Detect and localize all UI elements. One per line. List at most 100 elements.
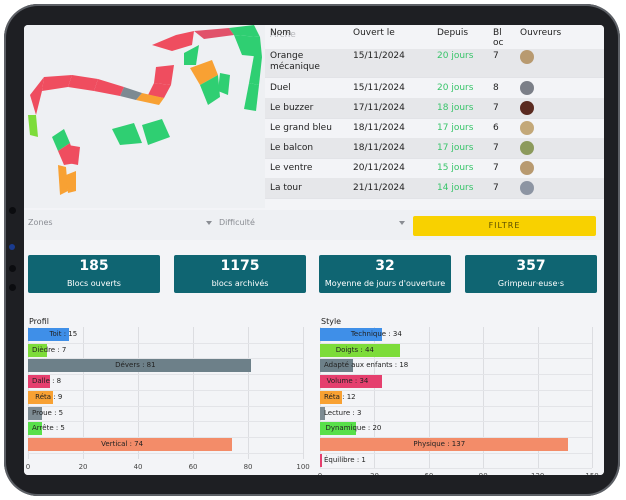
x-tick-label: 0 — [318, 472, 322, 475]
grid-line — [83, 327, 84, 459]
table-row[interactable]: Duel 15/11/2024 20 jours 8 — [265, 78, 604, 99]
bar-label: Volume : 34 — [326, 377, 369, 386]
bar-label: Équilibre : 1 — [324, 455, 366, 464]
header-ouvert-le[interactable]: Ouvert le — [353, 28, 395, 38]
row-since: 17 jours — [437, 123, 474, 133]
row-line — [28, 358, 303, 360]
x-tick-label: 60 — [424, 472, 433, 475]
bar[interactable] — [320, 390, 342, 404]
row-line — [28, 436, 303, 438]
row-date: 21/11/2024 — [353, 183, 405, 193]
avatar — [520, 161, 534, 175]
bar[interactable] — [320, 406, 326, 420]
bar-label: Vertical : 74 — [101, 439, 144, 448]
stat-card: 1175 blocs archivés — [174, 255, 306, 293]
x-tick-label: 40 — [133, 462, 143, 471]
table-row[interactable]: Orange mécanique 15/11/2024 20 jours 7 — [265, 49, 604, 78]
stat-label: Blocs ouverts — [67, 279, 121, 288]
row-blocs: 8 — [493, 83, 499, 93]
chevron-down-icon[interactable] — [399, 221, 405, 225]
grid-line — [483, 327, 485, 469]
bar[interactable] — [28, 406, 42, 420]
row-date: 18/11/2024 — [353, 143, 405, 153]
x-tick-label: 120 — [531, 472, 544, 475]
stat-card: 32 Moyenne de jours d'ouverture — [319, 255, 451, 293]
zones-select[interactable]: Zones — [28, 218, 53, 227]
bar[interactable] — [320, 328, 382, 341]
bar[interactable] — [320, 422, 357, 436]
table-row[interactable]: Le balcon 18/11/2024 17 jours 7 — [265, 138, 604, 159]
bar[interactable] — [28, 437, 232, 451]
avatar — [520, 141, 534, 155]
row-line — [320, 374, 592, 376]
x-tick-label: 30 — [370, 472, 379, 475]
partial-row-name: Arche — [270, 30, 296, 40]
row-name: Le buzzer — [270, 103, 314, 113]
bar[interactable] — [28, 390, 53, 404]
row-since: 17 jours — [437, 143, 474, 153]
row-name: Duel — [270, 83, 291, 93]
grid-line — [537, 327, 539, 469]
grid-line — [374, 327, 376, 469]
bar[interactable] — [28, 328, 70, 341]
stat-card: 357 Grimpeur·euse·s — [465, 255, 597, 293]
bar-label: Dalle : 8 — [32, 377, 62, 386]
bar[interactable] — [320, 375, 382, 389]
row-date: 18/11/2024 — [353, 123, 405, 133]
avatar — [520, 181, 534, 195]
row-line — [320, 468, 592, 470]
header-nom[interactable]: Nom — [270, 28, 292, 38]
row-blocs: 7 — [493, 183, 499, 193]
header-depuis[interactable]: Depuis — [437, 28, 469, 38]
avatar — [520, 50, 534, 64]
sensor-dot — [9, 244, 15, 250]
x-tick-label: 90 — [479, 472, 488, 475]
x-tick-label: 150 — [585, 472, 598, 475]
filter-button[interactable]: FILTRE — [413, 216, 596, 236]
grid-line — [592, 327, 593, 469]
row-blocs: 7 — [493, 163, 499, 173]
grid-line — [303, 327, 304, 459]
blocs-table: Arche Nom Ouvert le Depuis Bloc s Ouvreu… — [265, 25, 604, 208]
app-screen: Arche Nom Ouvert le Depuis Bloc s Ouvreu… — [24, 25, 604, 475]
stat-value: 32 — [375, 258, 395, 274]
bar[interactable] — [28, 359, 251, 373]
bar-label: Proue : 5 — [32, 408, 64, 417]
avatar — [520, 101, 534, 115]
row-line — [28, 452, 303, 454]
bar-label: Dièdre : 7 — [32, 345, 67, 354]
camera-dot — [9, 207, 16, 214]
table-row[interactable]: Le grand bleu 18/11/2024 17 jours 6 — [265, 118, 604, 139]
bar[interactable] — [320, 437, 569, 451]
grid-line — [138, 327, 139, 459]
bar[interactable] — [320, 359, 353, 373]
row-line — [28, 374, 303, 376]
row-line — [320, 358, 592, 360]
row-blocs: 7 — [493, 103, 499, 113]
row-name: Le balcon — [270, 143, 314, 153]
bar[interactable] — [320, 453, 322, 467]
bar[interactable] — [28, 422, 42, 436]
row-name: Orange mécanique — [270, 51, 320, 72]
table-row[interactable]: Le ventre 20/11/2024 15 jours 7 — [265, 158, 604, 179]
grid-line — [428, 327, 430, 469]
difficulty-select[interactable]: Difficulté — [219, 218, 255, 227]
table-row[interactable]: Le buzzer 17/11/2024 18 jours 7 — [265, 98, 604, 119]
table-row[interactable]: La tour 21/11/2024 14 jours 7 — [265, 178, 604, 199]
row-line — [320, 421, 592, 423]
row-blocs: 7 — [493, 51, 499, 61]
bar[interactable] — [28, 343, 48, 357]
wall-map[interactable] — [24, 25, 265, 208]
chevron-down-icon[interactable] — [206, 221, 212, 225]
row-since: 15 jours — [437, 163, 474, 173]
chart-title: Style — [321, 317, 342, 326]
bar-label: Dévers : 81 — [115, 361, 156, 370]
bar[interactable] — [28, 375, 50, 389]
row-line — [28, 405, 303, 407]
row-line — [28, 389, 303, 391]
x-tick-label: 60 — [188, 462, 198, 471]
table-header: Nom Ouvert le Depuis Bloc s Ouvreurs — [265, 25, 604, 58]
bar-label: Réta : 9 — [35, 392, 63, 401]
bar[interactable] — [320, 343, 400, 357]
header-ouvreurs[interactable]: Ouvreurs — [520, 28, 562, 38]
